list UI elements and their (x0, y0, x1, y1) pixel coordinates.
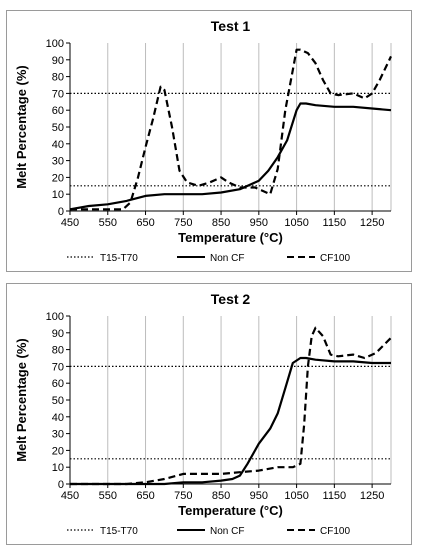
chart-test-1: Test 1 0 10 20 30 40 50 60 70 80 90 100 450 550 650 750… (6, 10, 412, 272)
y-tick-label: 40 (52, 139, 64, 151)
chart-test-2-svg: Test 2 0 10 20 30 40 50 60 70 80 90 100 450 550 650 750… (14, 291, 392, 537)
y-tick-label: 60 (52, 378, 64, 390)
x-tick-label: 750 (174, 490, 192, 502)
y-tick-label: 40 (52, 412, 64, 424)
y-tick-label: 10 (52, 189, 64, 201)
x-tick-label: 950 (250, 490, 268, 502)
y-tick-label: 70 (52, 361, 64, 373)
x-tick-label: 850 (212, 217, 230, 229)
legend-label: CF100 (320, 526, 350, 537)
x-tick-label: 1150 (323, 217, 347, 229)
y-tick-label: 50 (52, 395, 64, 407)
x-tick-label: 1050 (284, 490, 308, 502)
y-tick-label: 90 (52, 328, 64, 340)
series-line-non-cf (69, 102, 392, 211)
legend-label: T15-T70 (100, 526, 138, 537)
y-tick-label: 60 (52, 105, 64, 117)
legend-label: CF100 (320, 253, 350, 264)
legend-label: Non CF (210, 253, 244, 264)
x-tick-label: 550 (99, 217, 117, 229)
x-tick-label: 1250 (360, 490, 384, 502)
x-tick-label: 1250 (360, 217, 384, 229)
y-tick-label: 50 (52, 122, 64, 134)
x-tick-label: 550 (99, 490, 117, 502)
y-tick-label: 20 (52, 445, 64, 457)
series-line-cf100 (70, 48, 392, 211)
y-tick-label: 80 (52, 345, 64, 357)
x-tick-label: 950 (250, 217, 268, 229)
y-tick-label: 30 (52, 156, 64, 168)
chart-test-1-svg: Test 1 0 10 20 30 40 50 60 70 80 90 100 450 550 650 750… (14, 18, 392, 264)
x-tick-label: 450 (61, 490, 79, 502)
chart-title: Test 2 (211, 291, 251, 307)
x-tick-label: 650 (136, 490, 154, 502)
x-tick-label: 1150 (323, 490, 347, 502)
y-tick-label: 100 (46, 38, 64, 50)
chart-title: Test 1 (211, 18, 251, 34)
y-tick-label: 70 (52, 88, 64, 100)
x-tick-label: 450 (61, 217, 79, 229)
x-tick-label: 850 (212, 490, 230, 502)
y-tick-label: 0 (58, 206, 64, 218)
x-tick-label: 1050 (284, 217, 308, 229)
y-tick-label: 0 (58, 479, 64, 491)
series-line-non-cf (70, 356, 391, 486)
y-axis-title: Melt Percentage (%) (14, 65, 29, 189)
y-tick-label: 20 (52, 172, 64, 184)
legend-label: T15-T70 (100, 253, 138, 264)
y-axis-title: Melt Percentage (%) (14, 338, 29, 462)
x-tick-label: 650 (136, 217, 154, 229)
chart-test-2: Test 2 0 10 20 30 40 50 60 70 80 90 100 450 550 650 750… (6, 283, 412, 545)
x-axis-title: Temperature (°C) (178, 503, 283, 518)
x-axis-title: Temperature (°C) (178, 230, 283, 245)
y-tick-label: 10 (52, 462, 64, 474)
y-tick-label: 90 (52, 55, 64, 67)
y-tick-label: 30 (52, 429, 64, 441)
legend-label: Non CF (210, 526, 244, 537)
x-tick-label: 750 (174, 217, 192, 229)
y-tick-label: 80 (52, 72, 64, 84)
series-line-cf100 (70, 326, 392, 486)
y-tick-label: 100 (46, 311, 64, 323)
